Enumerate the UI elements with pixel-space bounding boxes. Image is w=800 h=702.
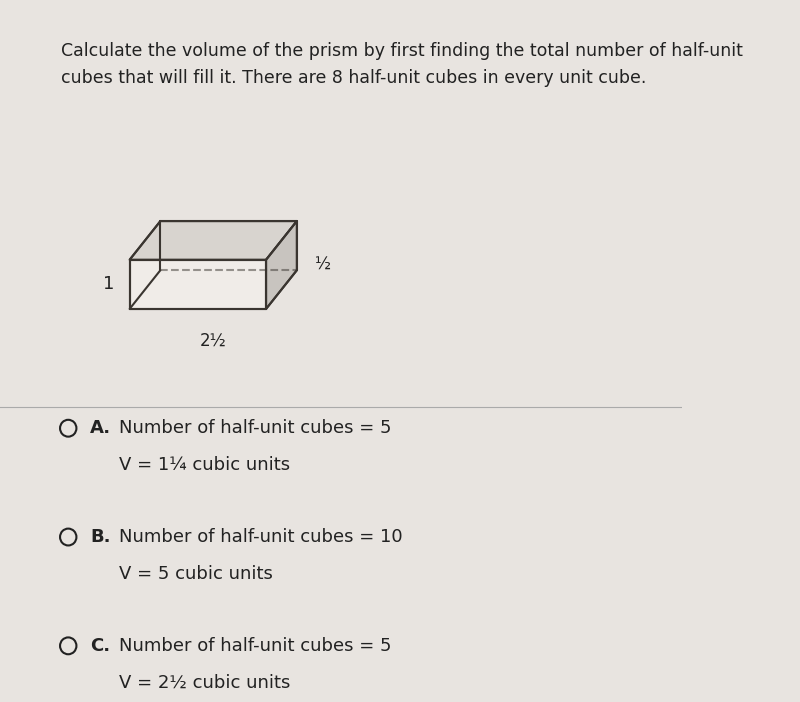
Polygon shape	[266, 221, 297, 309]
Text: Calculate the volume of the prism by first finding the total number of half-unit: Calculate the volume of the prism by fir…	[62, 42, 743, 86]
Text: V = 1¼ cubic units: V = 1¼ cubic units	[119, 456, 290, 475]
Polygon shape	[130, 260, 266, 309]
Text: ½: ½	[314, 256, 331, 274]
Text: Number of half-unit cubes = 10: Number of half-unit cubes = 10	[119, 528, 403, 546]
Text: C.: C.	[90, 637, 110, 655]
Text: 2½: 2½	[200, 331, 226, 350]
Text: 1: 1	[103, 275, 115, 293]
Text: Number of half-unit cubes = 5: Number of half-unit cubes = 5	[119, 637, 392, 655]
Text: V = 2½ cubic units: V = 2½ cubic units	[119, 674, 290, 692]
Polygon shape	[130, 221, 297, 260]
Text: B.: B.	[90, 528, 110, 546]
Text: A.: A.	[90, 419, 111, 437]
Text: V = 5 cubic units: V = 5 cubic units	[119, 565, 274, 583]
Text: Number of half-unit cubes = 5: Number of half-unit cubes = 5	[119, 419, 392, 437]
